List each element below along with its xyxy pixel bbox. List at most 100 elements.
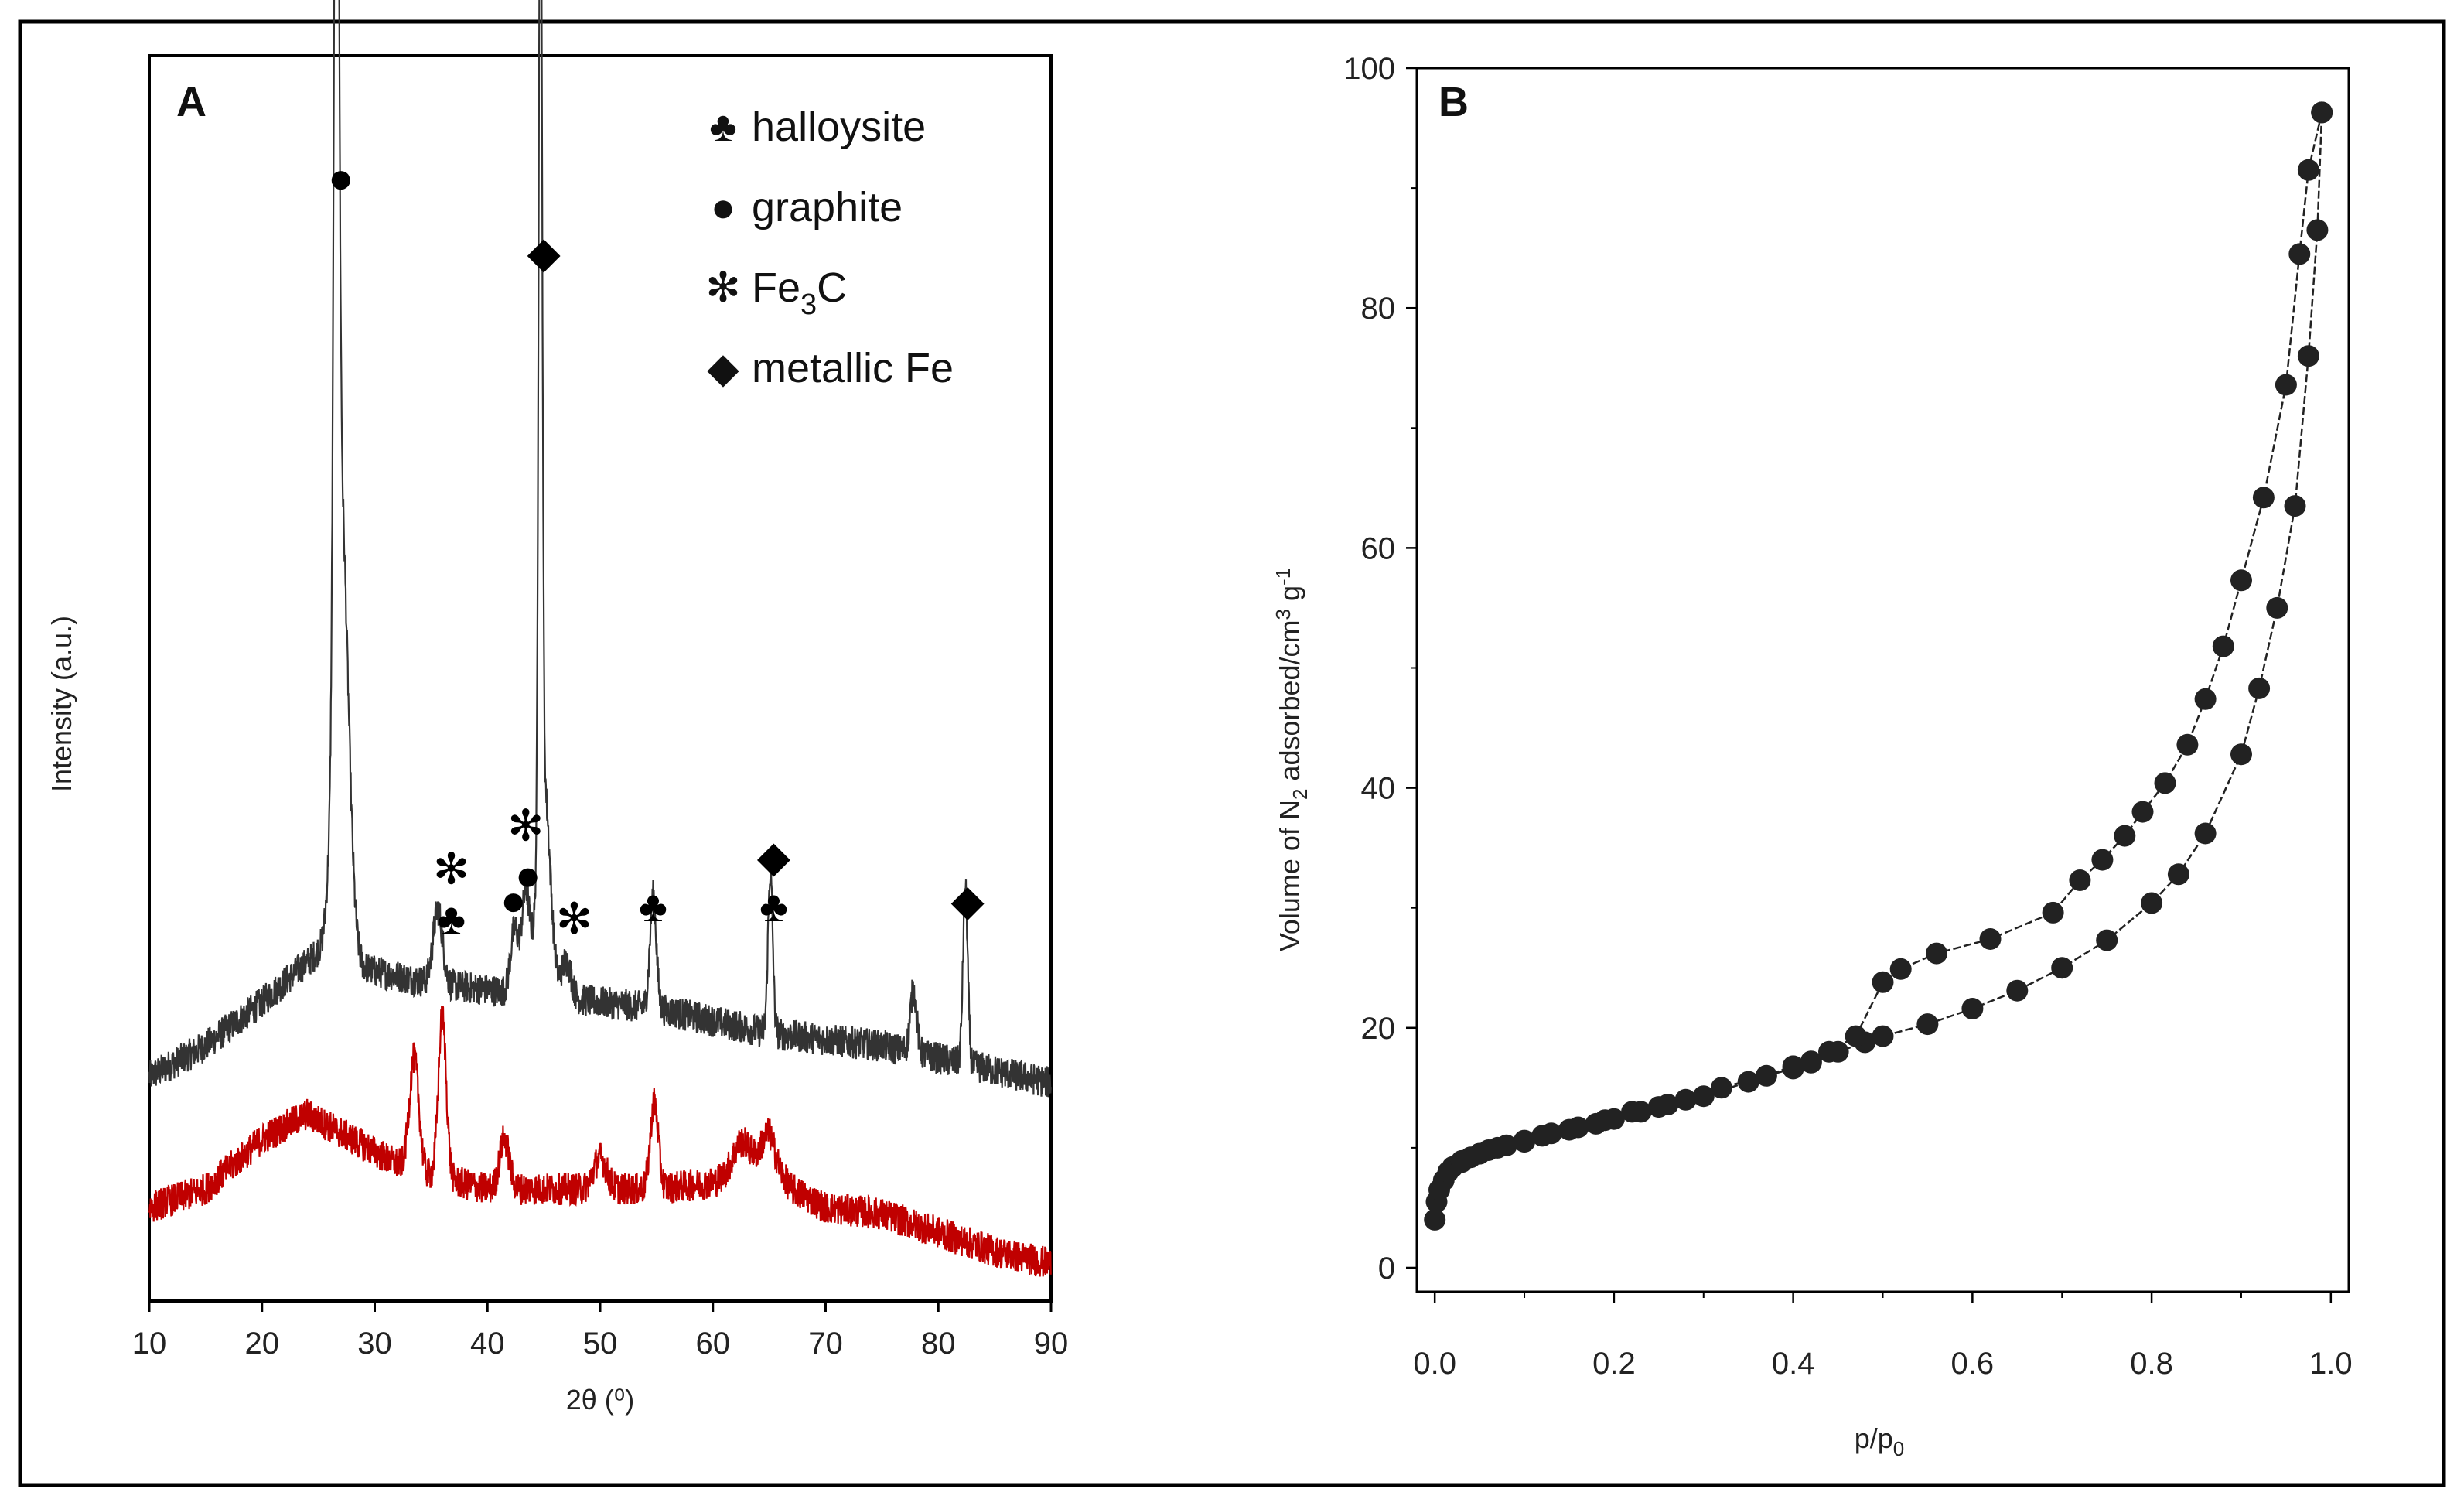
legend-graphite-symbol: ●: [711, 184, 736, 231]
panel-b-y-tick-label: 0: [1378, 1252, 1395, 1286]
panel-a-legend: ♣ halloysite ● graphite ✻ Fe3C ◆ metalli…: [705, 104, 954, 391]
desorption-point: [1621, 1101, 1643, 1123]
adsorption-point: [2141, 892, 2163, 914]
panel-b-y-title-part-2: adsorbed/cm: [1274, 620, 1305, 788]
panel-b-x-axis-title-main: p/p: [1855, 1422, 1893, 1454]
panel-a-x-tick-label: 70: [808, 1327, 843, 1361]
peak-marker-annotation: ♣: [759, 882, 788, 931]
desorption-point: [2288, 243, 2311, 265]
desorption-point: [1755, 1064, 1777, 1087]
legend-metallic-fe-label: metallic Fe: [752, 345, 954, 391]
adsorption-point: [2167, 863, 2189, 886]
panel-a-x-tick-label: 20: [245, 1327, 280, 1361]
desorption-point: [1594, 1109, 1616, 1132]
desorption-point: [2311, 101, 2333, 124]
desorption-point: [1567, 1116, 1589, 1139]
desorption-point: [1872, 971, 1894, 993]
desorption-point: [2091, 849, 2114, 871]
panel-a-y-axis-title: Intensity (a.u.): [46, 616, 77, 792]
panel-b-y-title-sub-2: 2: [1288, 789, 1312, 800]
legend-fe3c-main: Fe: [752, 265, 800, 311]
panel-b-x-tick-label: 0.8: [2130, 1347, 2173, 1381]
legend-fe3c-sub: 3: [800, 289, 817, 321]
xrd-pattern-red: [148, 1006, 1052, 1277]
panel-b-x-tick-label: 0.6: [1951, 1347, 1995, 1381]
adsorption-point: [2230, 743, 2252, 766]
peak-marker-annotation: ●: [328, 153, 354, 202]
legend-fe3c-tail: C: [817, 265, 847, 311]
panel-b-y-tick-label: 20: [1361, 1012, 1396, 1046]
peak-marker-annotation: ♣: [437, 894, 466, 943]
adsorption-point: [2096, 929, 2118, 951]
adsorption-point: [1424, 1208, 1446, 1231]
peak-marker-annotation: ✻: [507, 801, 544, 849]
desorption-point: [1818, 1040, 1840, 1063]
panel-b-ticks: 0 20 40 60 80 100 0.0 0.2 0.4 0.6 0.8 1.0: [1343, 52, 2352, 1381]
panel-a-x-tick-label: 80: [921, 1327, 956, 1361]
panel-b-y-title-part-3: g: [1274, 586, 1305, 609]
adsorption-point: [2297, 345, 2319, 367]
panel-a-x-tick-label: 90: [1034, 1327, 1069, 1361]
panel-a: ●◆✻♣ ●✻●✻ ♣◆♣ ◆ 10 20 30 40 50 60 70 80 90 A 2θ (⁰)…: [46, 0, 1068, 1416]
desorption-point: [2194, 688, 2217, 710]
desorption-point: [1647, 1096, 1670, 1118]
panel-b-frame: [1415, 67, 2350, 1293]
panel-b-x-tick-label: 0.0: [1413, 1347, 1456, 1381]
adsorption-point: [1961, 998, 1984, 1019]
desorption-point: [1926, 942, 1947, 965]
panel-a-x-tick-label: 10: [132, 1327, 167, 1361]
adsorption-point: [2284, 495, 2306, 517]
panel-b-y-title-sup-3: 3: [1271, 609, 1295, 620]
peak-marker-annotation: ✻: [433, 845, 469, 893]
legend-metallic-fe-symbol: ◆: [707, 345, 739, 391]
panel-a-annotations: ●◆✻♣ ●✻●✻ ♣◆♣ ◆: [328, 153, 985, 943]
desorption-point: [1450, 1149, 1473, 1172]
desorption-point: [2069, 869, 2091, 891]
adsorption-point: [1737, 1071, 1759, 1093]
panel-b-x-tick-label: 1.0: [2309, 1347, 2353, 1381]
peak-marker-annotation: ◆: [757, 832, 790, 881]
desorption-point: [1540, 1122, 1562, 1145]
panel-b-x-axis-title: p/p0: [1855, 1422, 1905, 1460]
desorption-point: [2042, 901, 2064, 924]
desorption-point: [1845, 1025, 1867, 1047]
desorption-point: [1469, 1142, 1491, 1165]
isotherm-desorption-line: [1461, 112, 2323, 1163]
peak-marker-annotation: ●: [500, 876, 527, 924]
peak-marker-annotation: ●: [515, 851, 541, 900]
adsorption-point: [2248, 677, 2271, 699]
adsorption-point: [2306, 219, 2329, 241]
adsorption-point: [1872, 1025, 1894, 1047]
desorption-point: [1800, 1051, 1822, 1074]
peak-marker-annotation: ◆: [951, 876, 985, 924]
legend-halloysite-symbol: ♣: [709, 104, 736, 150]
panel-b-y-tick-label: 60: [1361, 531, 1396, 565]
xrd-pattern-black: [148, 0, 1052, 1098]
panel-a-x-tick-label: 60: [696, 1327, 731, 1361]
panel-a-label: A: [176, 79, 206, 125]
desorption-point: [1710, 1077, 1732, 1099]
panel-a-x-tick-label: 30: [357, 1327, 392, 1361]
adsorption-point: [1692, 1085, 1715, 1108]
adsorption-point: [2006, 979, 2029, 1002]
desorption-point: [1514, 1131, 1535, 1153]
adsorption-point: [2051, 957, 2073, 979]
panel-b-x-tick-label: 0.2: [1592, 1347, 1636, 1381]
panel-b-y-title-sup-minus-1: -1: [1271, 568, 1295, 586]
panel-b-series-group: [1424, 101, 2333, 1231]
desorption-point: [2275, 374, 2297, 396]
panel-b-y-tick-label: 80: [1361, 292, 1396, 326]
desorption-point: [2154, 772, 2176, 794]
legend-fe3c-symbol: ✻: [705, 265, 740, 311]
panel-a-frame: [148, 54, 1053, 1303]
adsorption-point: [2194, 822, 2217, 845]
peak-marker-annotation: ✻: [556, 894, 592, 943]
panel-b-x-axis-title-sub: 0: [1893, 1437, 1904, 1460]
panel-b-label: B: [1438, 79, 1469, 125]
legend-fe3c-label: Fe3C: [752, 265, 847, 321]
panel-b-y-axis-title: Volume of N2 adsorbed/cm3 g-1: [1271, 568, 1312, 951]
desorption-point: [2212, 635, 2234, 657]
desorption-point: [2252, 487, 2275, 509]
